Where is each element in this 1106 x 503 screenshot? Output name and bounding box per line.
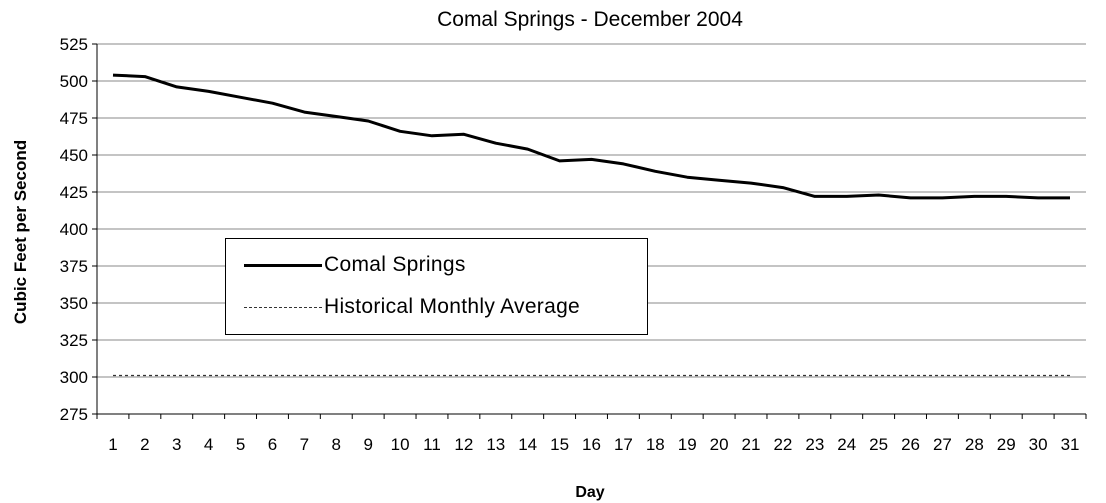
x-tick-label: 26 <box>901 435 920 454</box>
x-tick-label: 1 <box>108 435 117 454</box>
x-tick-label: 21 <box>742 435 761 454</box>
x-tick-label: 4 <box>204 435 213 454</box>
x-tick-label: 12 <box>454 435 473 454</box>
x-tick-labels: 1 2 3 4 5 6 7 8 9 10 11 12 13 14 15 16 17 18 19 20 21 22 23 24 2… <box>96 414 1087 454</box>
x-tick-label: 25 <box>869 435 888 454</box>
x-tick-label: 5 <box>236 435 245 454</box>
legend-swatch-solid <box>244 263 322 267</box>
chart-legend: Comal Springs Historical Monthly Average <box>225 238 648 335</box>
legend-item-historical-average: Historical Monthly Average <box>244 295 580 319</box>
x-tick-label: 2 <box>140 435 149 454</box>
x-tick-label: 11 <box>423 435 441 454</box>
series-lines <box>112 73 1070 377</box>
x-tick-label: 13 <box>486 435 505 454</box>
y-tick-label: 450 <box>60 146 88 165</box>
x-tick-label: 8 <box>332 435 341 454</box>
y-tick-label: 375 <box>60 257 88 276</box>
legend-item-comal-springs: Comal Springs <box>244 253 466 277</box>
chart-title: Comal Springs - December 2004 <box>437 8 743 31</box>
x-tick-label: 23 <box>805 435 824 454</box>
x-tick-label: 10 <box>391 435 410 454</box>
x-tick-label: 29 <box>997 435 1016 454</box>
y-tick-label: 475 <box>60 109 88 128</box>
x-tick-label: 30 <box>1029 435 1048 454</box>
series-line-comal-springs <box>112 73 1070 200</box>
x-tick-label: 27 <box>933 435 952 454</box>
x-tick-label: 14 <box>518 435 537 454</box>
x-tick-label: 16 <box>582 435 601 454</box>
y-tick-label: 500 <box>60 72 88 91</box>
x-tick-label: 9 <box>363 435 372 454</box>
x-tick-label: 6 <box>268 435 277 454</box>
x-tick-label: 15 <box>550 435 569 454</box>
y-tick-labels: 275 300 325 350 375 400 425 450 475 500 525 <box>60 35 97 424</box>
y-tick-label: 525 <box>60 35 88 54</box>
x-tick-label: 18 <box>646 435 665 454</box>
x-axis-label: Day <box>575 484 604 501</box>
y-tick-label: 300 <box>60 368 88 387</box>
x-tick-label: 19 <box>678 435 697 454</box>
y-axis-label: Cubic Feet per Second <box>11 140 30 324</box>
legend-swatch-dotted <box>244 306 322 308</box>
y-tick-label: 275 <box>60 405 88 424</box>
x-tick-label: 17 <box>614 435 633 454</box>
y-tick-label: 350 <box>60 294 88 313</box>
x-tick-label: 20 <box>710 435 729 454</box>
y-tick-label: 325 <box>60 331 88 350</box>
x-tick-label: 24 <box>837 435 856 454</box>
x-tick-label: 3 <box>172 435 181 454</box>
y-tick-label: 400 <box>60 220 88 239</box>
legend-label: Comal Springs <box>324 253 466 276</box>
y-tick-label: 425 <box>60 183 88 202</box>
x-tick-label: 22 <box>773 435 792 454</box>
x-tick-label: 7 <box>300 435 309 454</box>
x-tick-label: 31 <box>1061 435 1080 454</box>
x-tick-label: 28 <box>965 435 984 454</box>
legend-label: Historical Monthly Average <box>324 295 581 318</box>
